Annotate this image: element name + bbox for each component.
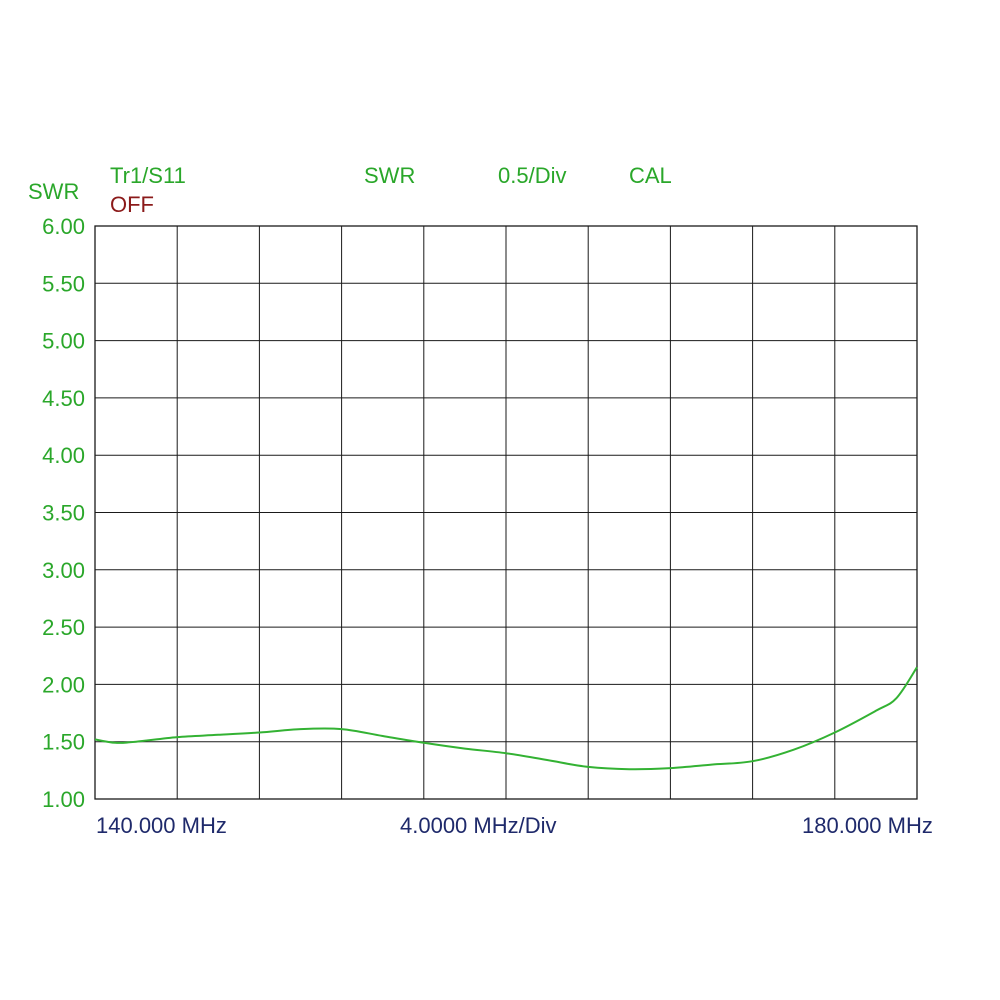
y-tick-label: 6.00	[42, 214, 85, 239]
scale-label: 0.5/Div	[498, 163, 566, 188]
y-tick-label: 3.00	[42, 558, 85, 583]
plot-grid	[94, 225, 918, 800]
y-tick-labels: 6.00 5.50 5.00 4.50 4.00 3.50 3.00 2.50 2.00 1.50…	[42, 214, 85, 812]
x-stop-label: 180.000 MHz	[802, 813, 933, 838]
y-tick-label: 2.50	[42, 615, 85, 640]
trace-state: OFF	[110, 192, 154, 217]
swr-trace-line	[94, 666, 918, 771]
y-tick-label: 4.50	[42, 386, 85, 411]
y-tick-label: 5.00	[42, 329, 85, 354]
y-tick-label: 2.00	[42, 672, 85, 697]
y-tick-label: 1.00	[42, 787, 85, 812]
y-tick-label: 4.00	[42, 443, 85, 468]
trace-label: Tr1/S11	[110, 163, 186, 188]
format-label: SWR	[364, 163, 415, 188]
y-tick-label: 5.50	[42, 271, 85, 296]
cal-label: CAL	[629, 163, 672, 188]
y-tick-label: 3.50	[42, 501, 85, 526]
x-div-label: 4.0000 MHz/Div	[400, 813, 557, 838]
y-axis-label: SWR	[28, 179, 79, 204]
x-start-label: 140.000 MHz	[96, 813, 227, 838]
y-tick-label: 1.50	[42, 730, 85, 755]
